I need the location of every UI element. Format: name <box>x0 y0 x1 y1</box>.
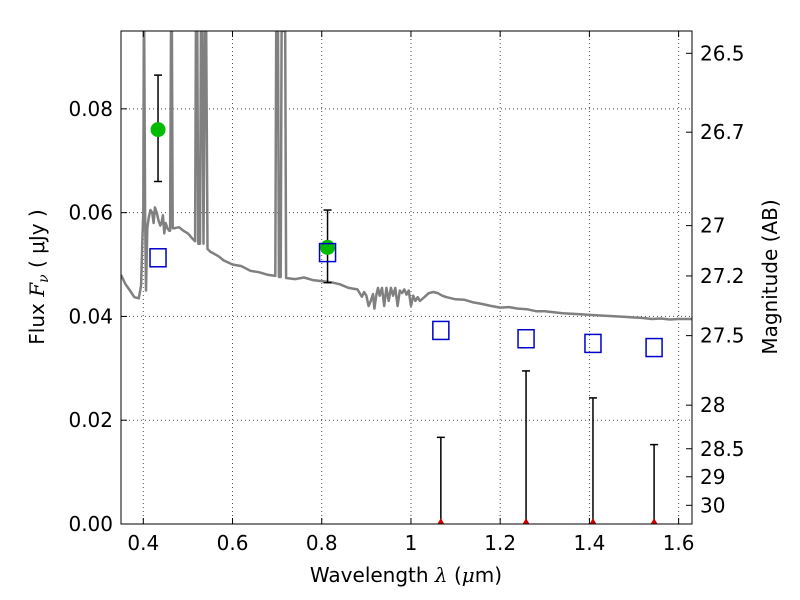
right-axis-title: Magnitude (AB) <box>758 199 782 354</box>
right-tick-label: 28 <box>700 393 725 417</box>
model-photometry-point <box>645 337 663 358</box>
upper-limit-marker <box>522 518 530 524</box>
upper-limit-marker <box>650 518 658 524</box>
upper-limit-marker <box>437 518 445 524</box>
right-tick-label: 27 <box>700 214 725 238</box>
y-axis-title: Flux Fν ( μJy ) <box>25 209 52 344</box>
right-tick-label: 29 <box>700 465 725 489</box>
detection-point <box>150 122 166 138</box>
y-tick-label: 0.08 <box>68 97 113 121</box>
right-tick-label: 28.5 <box>700 437 745 461</box>
y-tick-label: 0.04 <box>68 304 113 328</box>
x-tick-label: 1.6 <box>663 531 695 555</box>
plot-area <box>121 31 692 524</box>
model-sed-line <box>121 31 692 321</box>
model-photometry-point <box>432 320 450 341</box>
right-tick-label: 26.7 <box>700 120 745 144</box>
right-tick-label: 30 <box>700 493 725 517</box>
y-tick-label: 0.02 <box>68 408 113 432</box>
axes: 0.4 0.6 0.8 1 1.2 1.4 1.6 0.00 0.02 0.04 0.06 0.08 2… <box>68 31 745 555</box>
x-tick-label: 1 <box>405 531 418 555</box>
model-photometry-point <box>517 328 535 349</box>
y-tick-label: 0.06 <box>68 201 113 225</box>
x-tick-label: 0.4 <box>127 531 159 555</box>
x-tick-label: 1.4 <box>573 531 605 555</box>
y-tick-label: 0.00 <box>68 512 113 536</box>
x-tick-label: 0.6 <box>217 531 249 555</box>
x-tick-label: 0.8 <box>306 531 338 555</box>
right-tick-label: 27.2 <box>700 264 745 288</box>
x-tick-label: 1.2 <box>484 531 516 555</box>
right-tick-label: 26.5 <box>700 41 745 65</box>
x-axis-title: Wavelength λ (μm) <box>310 563 502 587</box>
upper-limit-marker <box>589 518 597 524</box>
data-layer <box>121 31 692 524</box>
model-photometry-point <box>149 248 167 268</box>
model-photometry-point <box>318 242 337 263</box>
model-photometry-point <box>584 333 602 354</box>
detection-point <box>320 239 336 255</box>
plot-frame <box>120 30 693 525</box>
right-tick-label: 27.5 <box>700 324 745 348</box>
